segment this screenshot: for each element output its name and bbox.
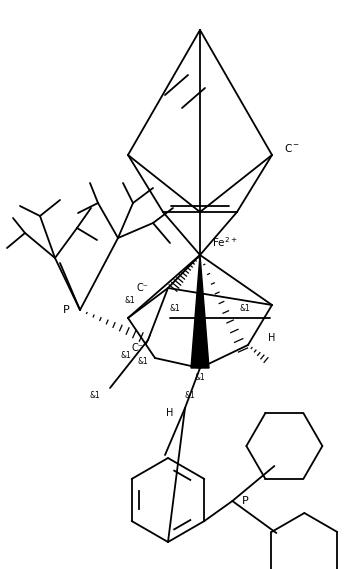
Text: Fe$^{2+}$: Fe$^{2+}$ (212, 235, 238, 249)
Text: H: H (268, 333, 276, 343)
Text: &1: &1 (138, 357, 148, 366)
Text: &1: &1 (240, 303, 250, 312)
Text: C$^-$: C$^-$ (284, 142, 300, 154)
Text: C⁻: C⁻ (136, 283, 148, 293)
Text: &1: &1 (185, 391, 195, 401)
Text: P: P (242, 496, 249, 506)
Text: &1: &1 (195, 373, 205, 382)
Text: &1: &1 (125, 295, 135, 304)
Text: H: H (166, 408, 173, 418)
Polygon shape (191, 255, 209, 368)
Text: &1: &1 (90, 390, 101, 399)
Text: C⁻: C⁻ (131, 343, 143, 353)
Text: P: P (63, 305, 70, 315)
Text: &1: &1 (170, 303, 180, 312)
Text: &1: &1 (121, 351, 131, 360)
